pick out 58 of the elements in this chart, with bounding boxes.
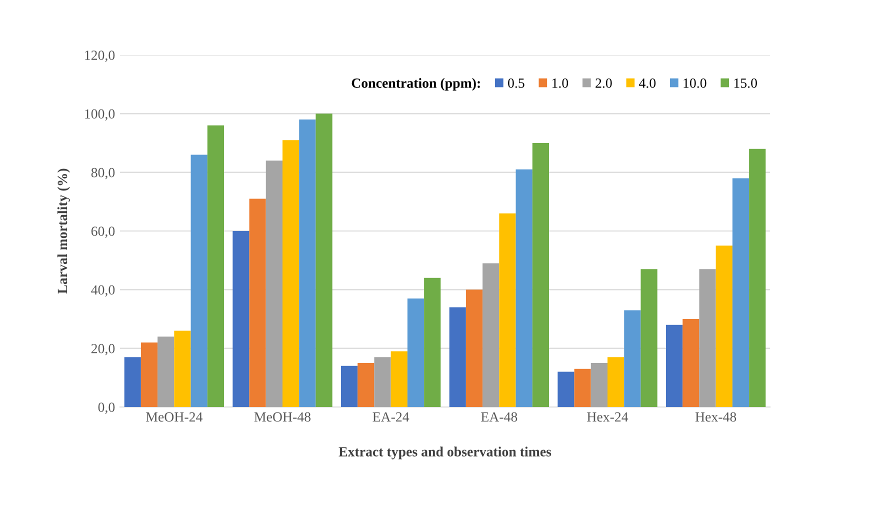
bar: [140, 342, 158, 407]
bar: [699, 269, 716, 407]
bar: [124, 357, 141, 407]
y-tick-label: 60,0: [91, 226, 115, 238]
y-tick-label: 40,0: [91, 285, 115, 297]
bar: [316, 114, 332, 407]
x-tick-label: MeOH-24: [146, 412, 202, 422]
x-tick-label: EA-24: [372, 412, 410, 422]
bar: [482, 263, 500, 407]
bar: [682, 319, 700, 407]
bar: [174, 330, 191, 407]
bar: [232, 231, 250, 407]
legend-label: 10.0: [684, 78, 706, 88]
bar: [282, 140, 300, 407]
y-tick-label: 100,0: [85, 109, 115, 121]
y-tick-label: 0,0: [98, 402, 115, 414]
bar: [190, 154, 208, 407]
bar: [466, 290, 483, 407]
bar: [574, 368, 591, 407]
y-tick-label: 80,0: [91, 168, 115, 180]
legend-label: 0.5: [508, 78, 524, 88]
bar: [158, 336, 174, 407]
bar: [207, 125, 224, 407]
legend-title: Concentration (ppm):: [352, 78, 480, 91]
x-tick-label: MeOH-48: [254, 412, 311, 422]
y-axis-title: Larval mortality (%): [57, 168, 70, 294]
x-axis-title: Extract types and observation times: [338, 446, 552, 460]
bar: [590, 363, 608, 407]
legend-label: 2.0: [596, 78, 612, 88]
bar: [624, 310, 641, 407]
bar: [608, 357, 624, 407]
bar: [640, 269, 658, 407]
bar: [299, 120, 316, 407]
bar: [358, 363, 374, 407]
bar: [666, 324, 683, 407]
legend-label: 15.0: [734, 78, 757, 88]
bar: [374, 357, 391, 407]
bar: [716, 246, 732, 407]
y-tick-label: 20,0: [91, 344, 115, 356]
bar: [558, 372, 574, 407]
x-tick-label: Hex-24: [587, 412, 628, 422]
bar: [749, 148, 766, 407]
bar: [390, 351, 408, 407]
bar: [249, 198, 266, 407]
bar: [532, 143, 549, 407]
bar: [516, 169, 532, 407]
bar: [407, 298, 424, 407]
x-tick-label: Hex-48: [695, 412, 736, 422]
y-tick-label: 120,0: [85, 50, 115, 62]
bar: [424, 278, 441, 407]
legend-label: 4.0: [639, 78, 656, 88]
bar: [341, 366, 358, 407]
legend-label: 1.0: [552, 78, 568, 88]
bar: [266, 160, 282, 407]
x-tick-label: EA-48: [481, 412, 518, 422]
bar: [499, 213, 516, 407]
bar: [732, 178, 750, 407]
bar: [449, 307, 466, 407]
